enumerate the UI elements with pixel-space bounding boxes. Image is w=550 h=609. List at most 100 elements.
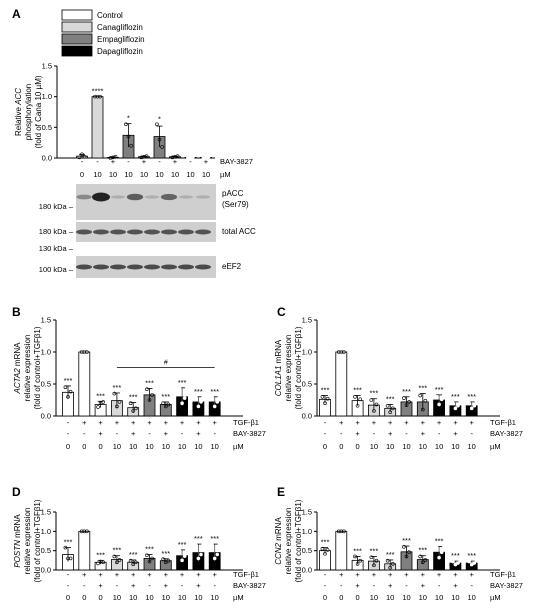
condition-cell: + xyxy=(355,429,360,438)
condition-cell: - xyxy=(405,581,408,590)
bar xyxy=(78,530,91,571)
condition-cell: - xyxy=(340,429,343,438)
condition-cell: 0 xyxy=(323,593,327,602)
condition-cell: 0 xyxy=(80,170,84,179)
condition-cell: 10 xyxy=(113,442,121,451)
condition-cell: 10 xyxy=(419,442,427,451)
condition-cell: 10 xyxy=(370,593,378,602)
data-point xyxy=(467,401,471,406)
data-point xyxy=(212,556,217,561)
data-point xyxy=(423,398,428,403)
data-point xyxy=(390,406,395,411)
data-point xyxy=(147,559,152,564)
data-point xyxy=(215,552,220,557)
condition-cell: + xyxy=(372,418,377,427)
chart-panel-e: E 0.0 0.5 1.0 1.5 CCN2 mRNA relative expressio… xyxy=(274,485,523,602)
y-axis-label-line: (fold of control+TGFβ1) xyxy=(294,499,303,582)
data-point xyxy=(199,552,203,557)
condition-cell: 10 xyxy=(113,593,121,602)
data-point xyxy=(96,561,100,566)
y-tick-label: 0.0 xyxy=(42,154,52,163)
significance-marker: *** xyxy=(113,383,122,392)
data-point xyxy=(467,559,471,564)
significance-marker: *** xyxy=(321,538,330,547)
condition-cell: - xyxy=(116,581,119,590)
data-point xyxy=(145,553,149,558)
band-eef2 xyxy=(110,264,126,270)
condition-cell: 10 xyxy=(178,442,186,451)
condition-cell: 10 xyxy=(178,593,186,602)
panel-letter-a: A xyxy=(12,7,21,21)
y-axis-label-line: relative expression xyxy=(284,508,293,575)
data-point xyxy=(166,402,171,407)
significance-marker: *** xyxy=(435,536,444,545)
data-point xyxy=(439,397,444,402)
condition-cell: - xyxy=(213,429,216,438)
data-point xyxy=(453,562,458,567)
data-point xyxy=(66,556,70,561)
y-tick-label: 1.5 xyxy=(302,508,312,517)
data-point xyxy=(358,397,363,402)
band-eef2 xyxy=(76,264,92,270)
condition-cell: - xyxy=(324,570,327,579)
data-point xyxy=(323,551,327,556)
condition-cell: + xyxy=(164,418,169,427)
data-point xyxy=(93,94,97,99)
condition-cell: - xyxy=(373,429,376,438)
condition-cell: 10 xyxy=(145,593,153,602)
condition-cell: - xyxy=(438,581,441,590)
condition-cell: - xyxy=(148,581,151,590)
band-pacc xyxy=(110,195,126,199)
condition-row-label: BAY-3827 xyxy=(490,581,523,590)
data-point xyxy=(160,145,164,149)
panel-letter-b: B xyxy=(12,305,21,319)
condition-cell: + xyxy=(213,570,218,579)
condition-cell: + xyxy=(111,157,116,166)
panel-letter-e: E xyxy=(277,485,285,499)
data-point xyxy=(150,393,154,397)
chart-panel-b: B 0.0 0.5 1.0 1.5 ACTA2 mRNA relative expressi… xyxy=(12,305,266,451)
band-pacc xyxy=(76,194,92,200)
condition-row-label: TGF-β1 xyxy=(490,570,516,579)
y-tick-label: 1.5 xyxy=(302,316,312,325)
data-point xyxy=(63,545,68,550)
data-point xyxy=(144,154,149,158)
data-point xyxy=(117,558,122,562)
data-point xyxy=(439,550,444,555)
condition-cell: + xyxy=(173,157,178,166)
condition-cell: - xyxy=(324,418,327,427)
condition-cell: 10 xyxy=(451,442,459,451)
legend-label-empa: Empagliflozin xyxy=(97,35,145,44)
data-point xyxy=(420,560,425,565)
condition-row-label: µM xyxy=(490,442,501,451)
significance-marker: *** xyxy=(418,546,427,555)
data-point xyxy=(131,562,135,567)
condition-cell: - xyxy=(181,581,184,590)
chart-panel-d: D 0.0 0.5 1.0 1.5 POSTN mRNA relative expressi… xyxy=(12,485,266,602)
condition-cell: - xyxy=(127,157,130,166)
condition-cell: + xyxy=(388,429,393,438)
condition-cell: 10 xyxy=(140,170,148,179)
legend-swatch-empa xyxy=(61,33,93,45)
condition-cell: - xyxy=(158,157,161,166)
data-point xyxy=(66,394,70,399)
condition-cell: 0 xyxy=(99,593,103,602)
data-point xyxy=(161,557,165,561)
significance-marker: *** xyxy=(418,384,427,393)
condition-cell: + xyxy=(404,418,409,427)
band-eef2 xyxy=(195,264,211,270)
condition-cell: - xyxy=(438,429,441,438)
kda-marker-180-bottom: 180 kDa – xyxy=(39,227,74,236)
condition-cell: + xyxy=(421,581,426,590)
band-total-acc xyxy=(93,229,109,235)
condition-cell: 10 xyxy=(129,593,137,602)
condition-cell: + xyxy=(131,570,136,579)
significance-marker: *** xyxy=(178,540,187,549)
data-point xyxy=(113,154,118,159)
significance-marker: *** xyxy=(467,392,476,401)
significance-marker: * xyxy=(158,114,161,123)
legend: Control Canagliflozin Empagliflozin Dapa… xyxy=(61,9,145,57)
data-point xyxy=(206,154,211,159)
western-blot: pACC (Ser79) total ACC eEF2 180 kDa – 18… xyxy=(39,184,256,278)
band-pacc xyxy=(92,192,110,202)
